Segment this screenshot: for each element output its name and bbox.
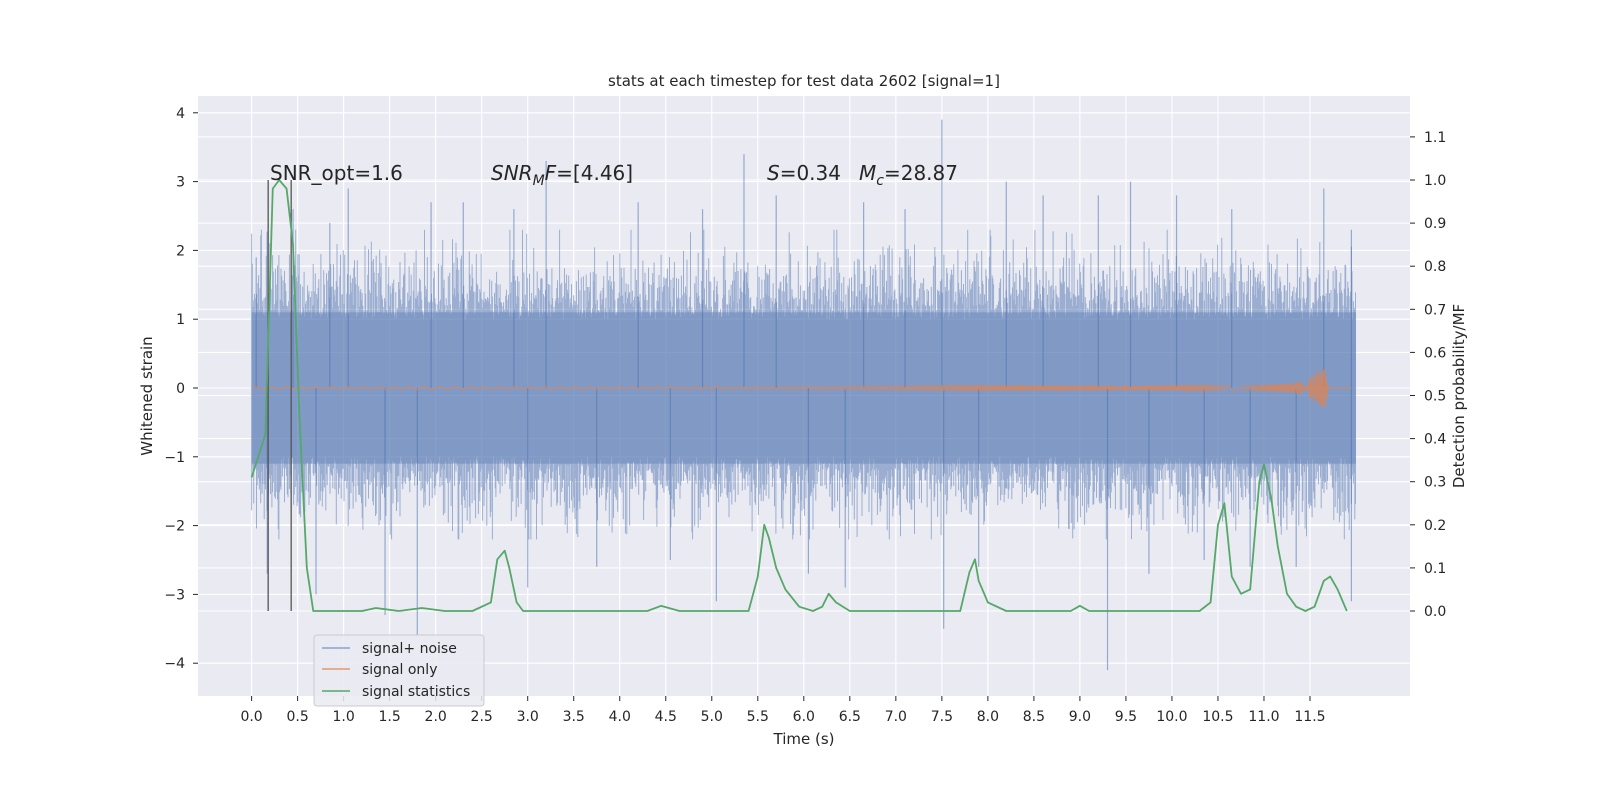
y-tick-label: −2 xyxy=(164,519,185,535)
signal-statistics-series xyxy=(250,179,1348,612)
x-tick-label: 9.5 xyxy=(1115,709,1137,725)
x-tick-label: 11.5 xyxy=(1294,709,1325,725)
marker-lines xyxy=(267,180,292,611)
y-axis-right-label: Detection probability/MF xyxy=(1450,304,1468,488)
x-tick-label: 3.0 xyxy=(517,709,539,725)
legend-label-signal-statistics: signal statistics xyxy=(362,684,470,700)
x-tick-label: 11.0 xyxy=(1248,709,1279,725)
chart-title: stats at each timestep for test data 260… xyxy=(608,72,1000,90)
x-tick-label: 7.0 xyxy=(885,709,907,725)
y-tick-label: 0 xyxy=(176,381,185,397)
x-tick-label: 2.0 xyxy=(425,709,447,725)
y-axis-ticks: −4 −3 −2 −1 0 1 2 3 4 xyxy=(164,106,198,672)
x-tick-label: 0.5 xyxy=(286,709,308,725)
x-tick-label: 1.5 xyxy=(379,709,401,725)
legend: signal+ noise signal only signal statist… xyxy=(313,634,485,707)
x-tick-label: 8.0 xyxy=(977,709,999,725)
x-tick-label: 10.5 xyxy=(1202,709,1233,725)
x-tick-label: 0.0 xyxy=(240,709,262,725)
y-right-tick-label: 0.7 xyxy=(1424,302,1446,318)
x-tick-label: 10.0 xyxy=(1156,709,1187,725)
y-right-tick-label: 0.4 xyxy=(1424,432,1446,448)
x-axis-label: Time (s) xyxy=(773,730,835,748)
y-tick-label: 2 xyxy=(176,243,185,259)
y-right-tick-label: 0.6 xyxy=(1424,345,1446,361)
x-tick-label: 8.5 xyxy=(1023,709,1045,725)
signal-only-trace xyxy=(251,368,1352,408)
y-tick-label: 1 xyxy=(176,312,185,328)
x-tick-label: 6.0 xyxy=(793,709,815,725)
y-right-tick-label: 0.1 xyxy=(1424,561,1446,577)
annotation-mc: Mc=28.87 xyxy=(859,161,958,189)
x-tick-label: 4.5 xyxy=(655,709,677,725)
x-tick-label: 7.5 xyxy=(931,709,953,725)
x-tick-label: 5.5 xyxy=(747,709,769,725)
annotations: SNR_opt=1.6 SNRMF=[4.46] S=0.34 Mc=28.87 xyxy=(270,161,958,189)
y-right-tick-label: 1.1 xyxy=(1424,130,1446,146)
y-right-tick-label: 1.0 xyxy=(1424,173,1446,189)
signal-only-series xyxy=(251,368,1352,408)
annotation-snr-mf: SNRMF=[4.46] xyxy=(491,161,633,189)
legend-label-signal-noise: signal+ noise xyxy=(362,641,457,657)
x-tick-label: 2.5 xyxy=(471,709,493,725)
y-right-tick-label: 0.5 xyxy=(1424,389,1446,405)
x-tick-label: 3.5 xyxy=(563,709,585,725)
y-tick-label: −4 xyxy=(164,656,185,672)
y-tick-label: 4 xyxy=(176,106,185,122)
annotation-s: S=0.34 xyxy=(767,161,841,185)
y-right-tick-label: 0.2 xyxy=(1424,518,1446,534)
x-tick-label: 4.0 xyxy=(609,709,631,725)
y-axis-right-ticks: 0.0 0.1 0.2 0.3 0.4 0.5 0.6 0.7 0.8 0.9 1.0 1.1 xyxy=(1410,130,1446,620)
y-right-tick-label: 0.8 xyxy=(1424,259,1446,275)
y-tick-label: 3 xyxy=(176,175,185,191)
y-tick-label: −1 xyxy=(164,450,185,466)
legend-label-signal-only: signal only xyxy=(362,662,437,678)
x-tick-label: 5.0 xyxy=(701,709,723,725)
x-tick-label: 9.0 xyxy=(1069,709,1091,725)
signal-statistics-trace xyxy=(250,179,1348,612)
y-tick-label: −3 xyxy=(164,587,185,603)
y-right-tick-label: 0.3 xyxy=(1424,475,1446,491)
annotation-snr-opt: SNR_opt=1.6 xyxy=(270,161,403,185)
legend-box xyxy=(313,634,485,707)
y-axis-label: Whitened strain xyxy=(138,336,156,455)
signal-noise-trace xyxy=(251,229,1356,540)
y-right-tick-label: 0.0 xyxy=(1424,604,1446,620)
x-axis-ticks: 0.0 0.5 1.0 1.5 2.0 2.5 3.0 3.5 4.0 4.5 5.0 5.5 6.0 6… xyxy=(240,696,1326,725)
x-tick-label: 1.0 xyxy=(333,709,355,725)
x-tick-label: 6.5 xyxy=(839,709,861,725)
y-right-tick-label: 0.9 xyxy=(1424,216,1446,232)
